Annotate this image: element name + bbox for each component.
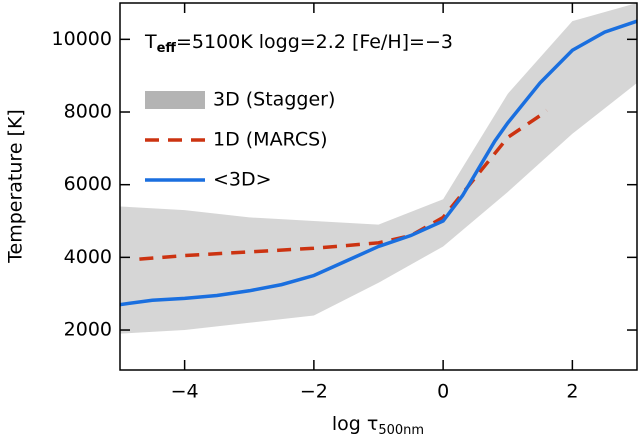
axes-frame — [119, 2, 638, 371]
x-axis-label-text: log τ — [332, 413, 378, 435]
x-tick-label: −2 — [300, 381, 328, 403]
x-axis-label-subscript: 500nm — [378, 423, 424, 437]
legend-label: 1D (MARCS) — [213, 129, 328, 151]
annotation-subscript: eff — [157, 41, 177, 56]
y-axis-label: Temperature [K] — [5, 109, 27, 264]
y-tick-label: 4000 — [64, 246, 112, 268]
x-tick-label: 0 — [437, 381, 449, 403]
y-tick-label: 8000 — [64, 101, 112, 123]
legend-key — [145, 91, 205, 109]
x-tick-label: 2 — [566, 381, 578, 403]
x-axis-label: log τ500nm — [332, 413, 424, 437]
series-line — [139, 108, 548, 261]
annotation-text: =5100K logg=2.2 [Fe/H]=−3 — [176, 31, 453, 53]
legend-label: 3D (Stagger) — [213, 89, 335, 111]
y-tick-label: 2000 — [64, 319, 112, 341]
x-tick-label: −4 — [171, 381, 199, 403]
annotation-text: T — [144, 31, 157, 53]
legend-label: <3D> — [213, 169, 272, 191]
y-tick-label: 6000 — [64, 173, 112, 195]
plot-area — [120, 3, 637, 334]
annotation: Teff=5100K logg=2.2 [Fe/H]=−3 — [144, 31, 453, 56]
series-band — [120, 3, 637, 334]
y-tick-label: 10000 — [52, 28, 112, 50]
series-line — [120, 19, 637, 307]
